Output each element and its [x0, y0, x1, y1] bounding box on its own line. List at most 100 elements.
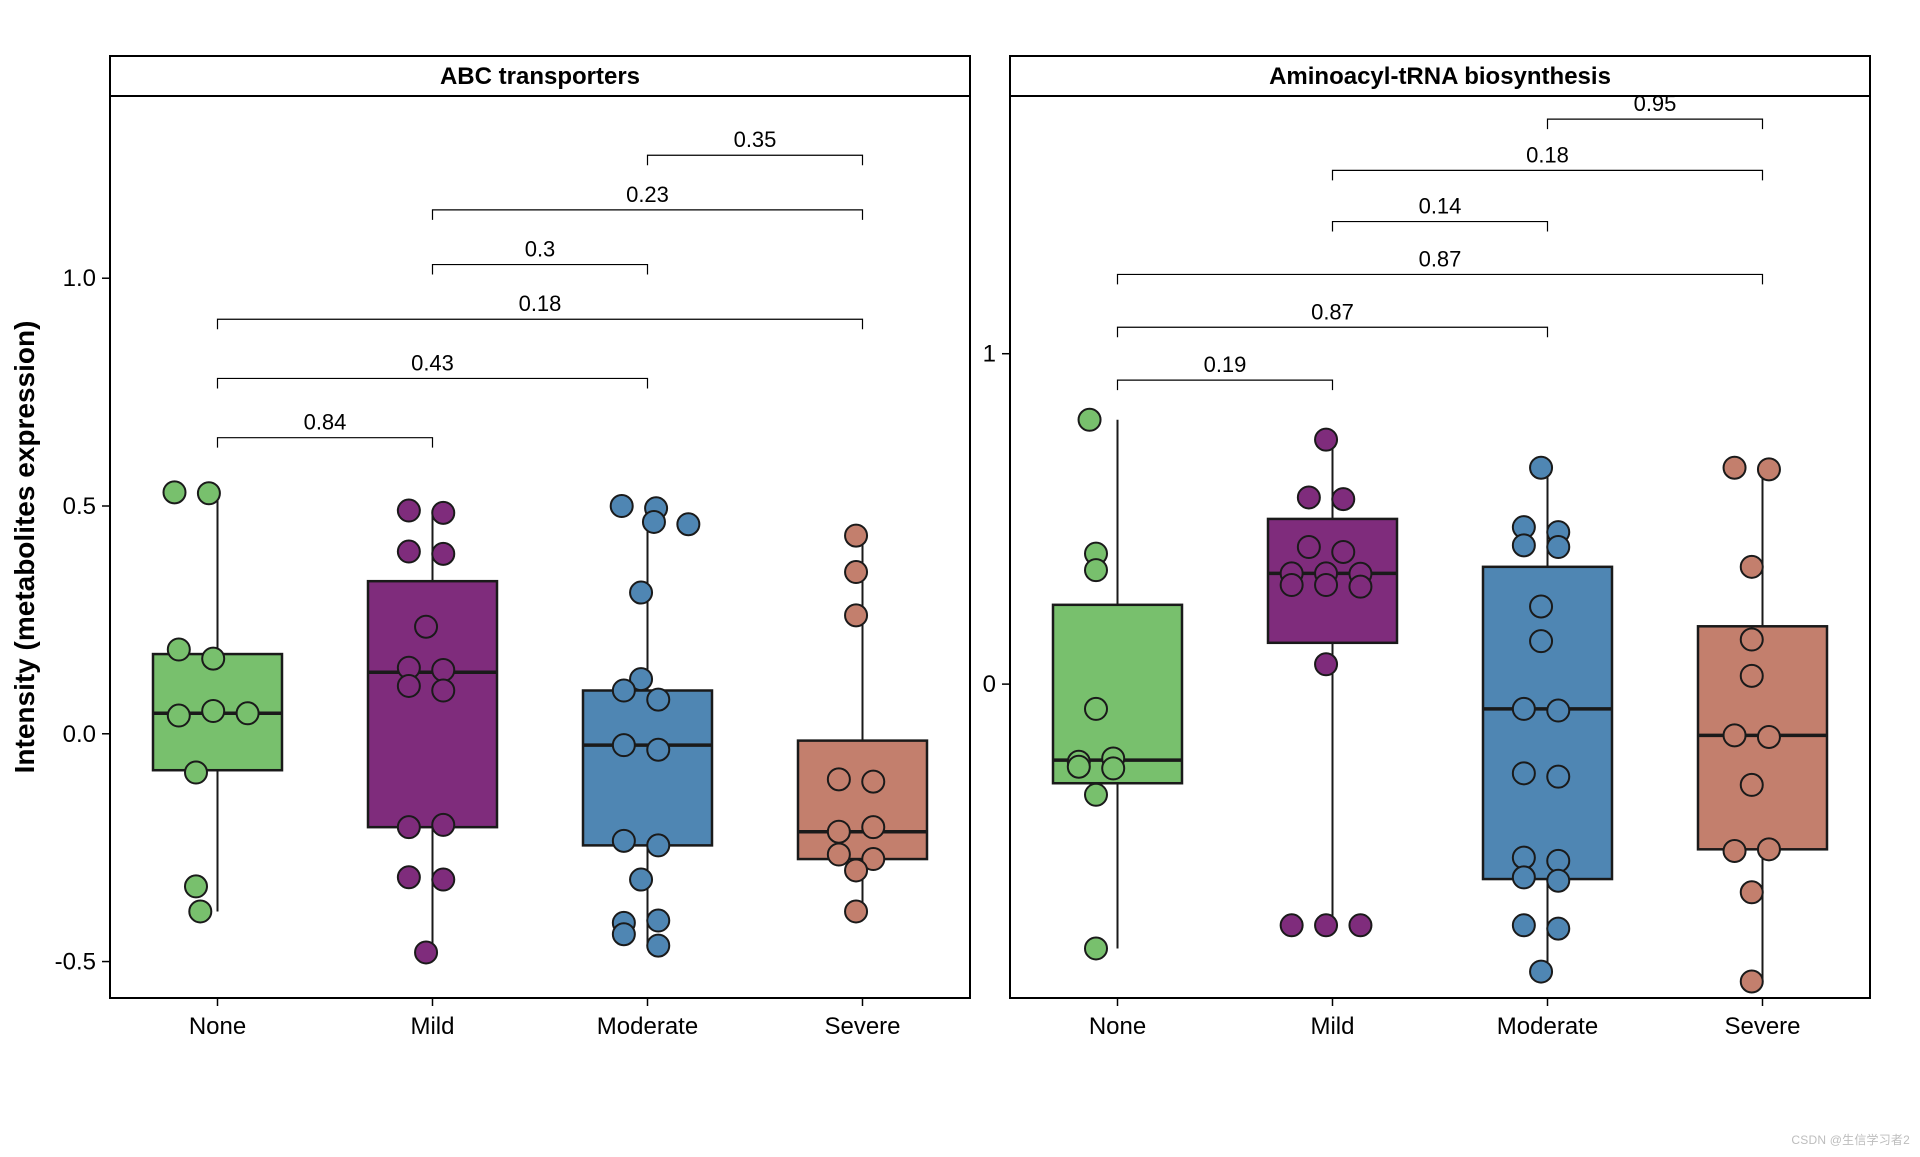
data-point	[415, 941, 437, 963]
x-tick-label: Mild	[1310, 1013, 1354, 1040]
data-point	[1085, 559, 1107, 581]
data-point	[202, 648, 224, 670]
box	[798, 741, 927, 859]
panel-title: Aminoacyl-tRNA biosynthesis	[1269, 63, 1611, 90]
data-point	[845, 859, 867, 881]
data-point	[1530, 630, 1552, 652]
data-point	[1547, 536, 1569, 558]
data-point	[432, 680, 454, 702]
data-point	[1332, 488, 1354, 510]
comparison-pvalue: 0.87	[1311, 299, 1354, 324]
comparison-pvalue: 0.18	[1526, 142, 1569, 167]
data-point	[1315, 429, 1337, 451]
data-point	[168, 705, 190, 727]
data-point	[630, 869, 652, 891]
data-point	[647, 739, 669, 761]
data-point	[613, 734, 635, 756]
data-point	[1085, 784, 1107, 806]
watermark: CSDN @生信学习者2	[1791, 1131, 1910, 1148]
data-point	[643, 511, 665, 533]
y-tick-label: 1.0	[63, 265, 96, 292]
data-point	[1547, 918, 1569, 940]
y-tick-label: -0.5	[55, 949, 96, 976]
comparison-pvalue: 0.3	[525, 237, 556, 262]
data-point	[647, 834, 669, 856]
panel-border	[1010, 96, 1870, 998]
data-point	[1068, 756, 1090, 778]
data-point	[398, 866, 420, 888]
data-point	[828, 821, 850, 843]
data-point	[1349, 914, 1371, 936]
data-point	[828, 768, 850, 790]
data-point	[1349, 576, 1371, 598]
data-point	[1530, 595, 1552, 617]
data-point	[1102, 757, 1124, 779]
data-point	[845, 900, 867, 922]
data-point	[1530, 961, 1552, 983]
data-point	[432, 502, 454, 524]
comparison-pvalue: 0.87	[1419, 246, 1462, 271]
data-point	[398, 500, 420, 522]
data-point	[237, 702, 259, 724]
data-point	[1513, 847, 1535, 869]
data-point	[647, 910, 669, 932]
data-point	[1281, 914, 1303, 936]
data-point	[198, 482, 220, 504]
data-point	[862, 771, 884, 793]
data-point	[189, 900, 211, 922]
comparison-pvalue: 0.14	[1419, 194, 1462, 219]
data-point	[611, 495, 633, 517]
data-point	[1298, 536, 1320, 558]
comparison-pvalue: 0.19	[1204, 352, 1247, 377]
data-point	[398, 675, 420, 697]
y-tick-label: 0	[983, 671, 996, 698]
data-point	[630, 582, 652, 604]
data-point	[1741, 665, 1763, 687]
data-point	[1281, 574, 1303, 596]
comparison-pvalue: 0.18	[519, 291, 562, 316]
data-point	[1530, 457, 1552, 479]
data-point	[432, 659, 454, 681]
data-point	[1547, 850, 1569, 872]
data-point	[1513, 866, 1535, 888]
x-tick-label: None	[1089, 1013, 1146, 1040]
y-tick-label: 0.0	[63, 721, 96, 748]
comparison-pvalue: 0.43	[411, 350, 454, 375]
data-point	[1513, 698, 1535, 720]
x-tick-label: None	[189, 1013, 246, 1040]
comparison-pvalue: 0.35	[734, 127, 777, 152]
data-point	[1298, 486, 1320, 508]
data-point	[1513, 534, 1535, 556]
data-point	[1547, 700, 1569, 722]
boxplot-figure: Intensity (metabolites expression)ABC tr…	[0, 0, 1920, 1152]
data-point	[1724, 724, 1746, 746]
comparison-pvalue: 0.84	[304, 410, 347, 435]
data-point	[613, 923, 635, 945]
data-point	[845, 561, 867, 583]
data-point	[677, 513, 699, 535]
data-point	[1513, 914, 1535, 936]
data-point	[1741, 881, 1763, 903]
data-point	[1315, 914, 1337, 936]
data-point	[647, 935, 669, 957]
y-axis-label: Intensity (metabolites expression)	[9, 321, 40, 774]
data-point	[1085, 937, 1107, 959]
data-point	[845, 525, 867, 547]
data-point	[1315, 653, 1337, 675]
data-point	[1513, 762, 1535, 784]
x-tick-label: Moderate	[1497, 1013, 1598, 1040]
data-point	[1758, 838, 1780, 860]
data-point	[828, 844, 850, 866]
data-point	[432, 869, 454, 891]
y-tick-label: 1	[983, 341, 996, 368]
data-point	[1079, 409, 1101, 431]
data-point	[1547, 766, 1569, 788]
data-point	[1724, 457, 1746, 479]
data-point	[613, 680, 635, 702]
data-point	[1741, 970, 1763, 992]
x-tick-label: Moderate	[597, 1013, 698, 1040]
box	[583, 691, 712, 846]
data-point	[1085, 698, 1107, 720]
comparison-pvalue: 0.23	[626, 182, 669, 207]
data-point	[1724, 840, 1746, 862]
